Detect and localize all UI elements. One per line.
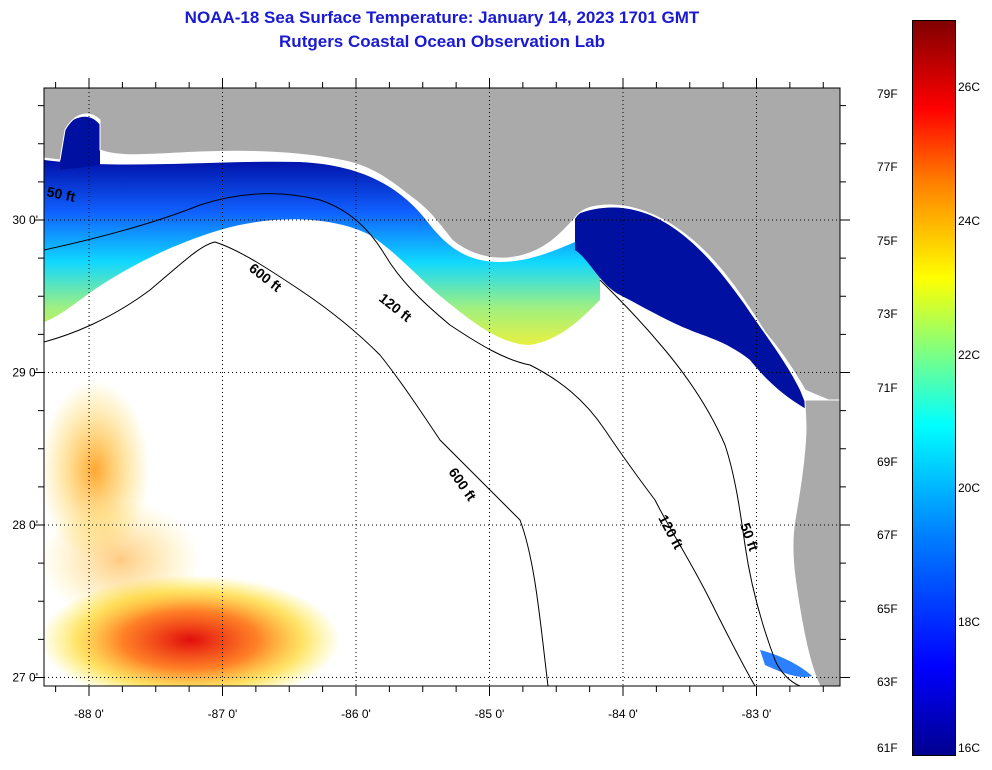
colorbar-f-label: 77F <box>877 160 898 175</box>
colorbar-f-label: 71F <box>877 381 898 395</box>
colorbar-f-label: 69F <box>877 454 898 469</box>
colorbar-f-label: 63F <box>877 675 898 690</box>
colorbar-c-label: 22C <box>958 347 981 362</box>
longitude-label: -87 0' <box>208 707 238 721</box>
latitude-label: 27 0' <box>12 671 38 685</box>
shelf-water-gradient <box>44 160 600 345</box>
colorbar-f-label: 73F <box>877 307 898 322</box>
coastal-cold-water <box>575 207 808 410</box>
colorbar-f-label: 67F <box>877 528 898 543</box>
graticule <box>44 88 840 686</box>
temperature-colorbar <box>912 20 956 756</box>
latitude-label: 30 0' <box>12 213 38 227</box>
land-peninsula <box>792 399 840 686</box>
colorbar-f-label: 79F <box>877 86 898 101</box>
colorbar-f-label: 61F <box>877 741 898 755</box>
longitude-labels: -88 0' -87 0' -86 0' -85 0' -84 0' -83 0' <box>74 707 771 721</box>
warm-water-patch-mid <box>44 500 200 620</box>
cold-patch-south <box>760 650 812 678</box>
colorbar-c-label: 26C <box>958 79 981 94</box>
depth-label: 50 ft <box>45 183 77 205</box>
axis-ticks <box>34 78 850 696</box>
land-panhandle <box>44 88 840 406</box>
bay-water <box>60 116 100 170</box>
longitude-label: -85 0' <box>475 707 505 721</box>
map-subtitle: Rutgers Coastal Ocean Observation Lab <box>279 32 605 51</box>
latitude-label: 29 0' <box>12 366 38 380</box>
colorbar-c-label: 18C <box>958 615 981 630</box>
latitude-label: 28 0' <box>12 518 38 532</box>
colorbar-f-label: 75F <box>877 233 898 248</box>
map-title: NOAA-18 Sea Surface Temperature: January… <box>184 8 700 27</box>
colorbar-c-label: 24C <box>958 213 981 228</box>
longitude-label: -84 0' <box>608 707 638 721</box>
longitude-label: -83 0' <box>742 707 772 721</box>
colorbar-c-label: 20C <box>958 481 981 496</box>
longitude-label: -86 0' <box>341 707 371 721</box>
colorbar-c-label: 16C <box>958 741 981 755</box>
latitude-labels: 30 0' 29 0' 28 0' 27 0' <box>12 213 38 685</box>
longitude-label: -88 0' <box>74 707 104 721</box>
depth-contour-120ft <box>44 193 756 686</box>
map-frame <box>43 87 841 687</box>
depth-contour-50ft <box>599 279 801 686</box>
depth-contour-600ft <box>44 241 549 686</box>
colorbar-f-label: 65F <box>877 601 898 616</box>
